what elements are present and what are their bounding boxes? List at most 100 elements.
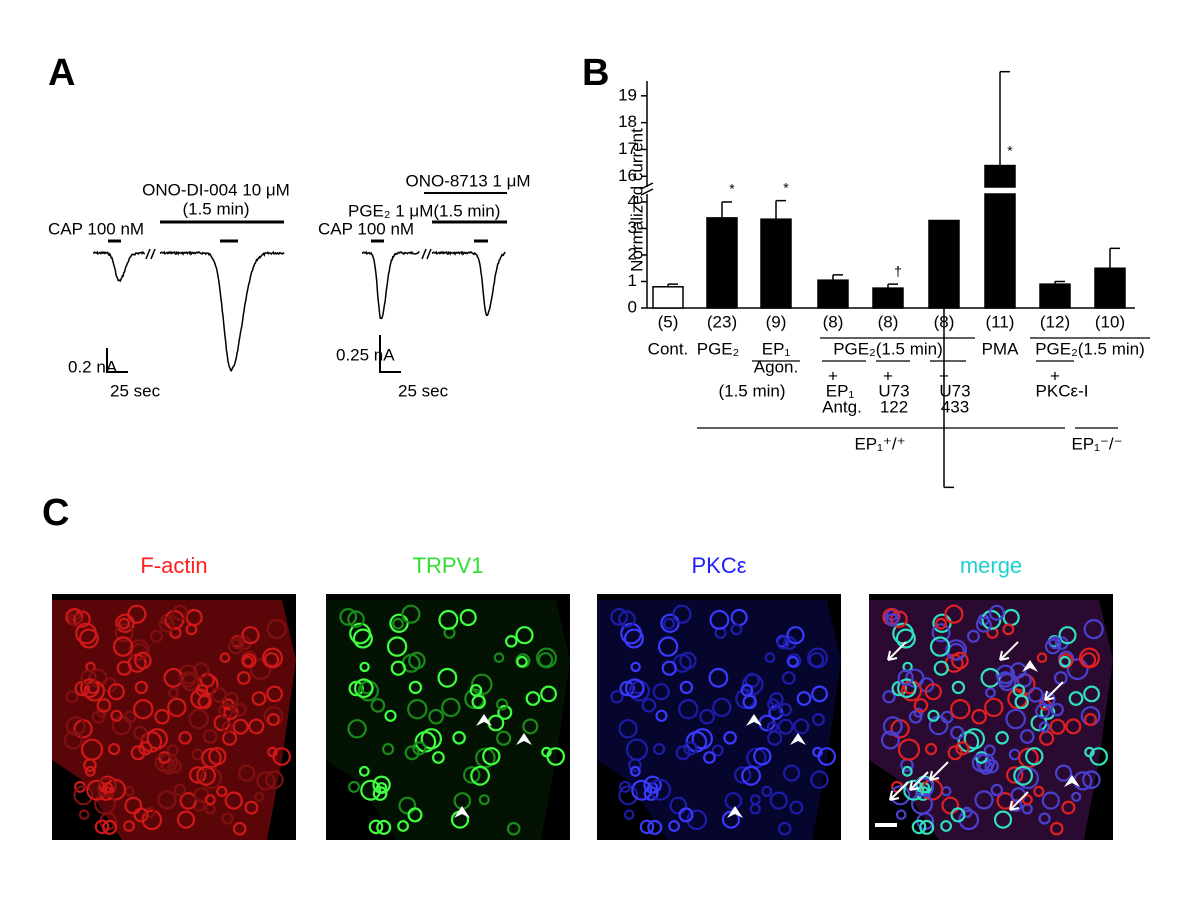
- scale-bars: [106, 335, 401, 373]
- cell: [470, 765, 491, 786]
- x-annotation: U73: [939, 381, 970, 400]
- cell: [703, 751, 716, 764]
- cell: [516, 655, 528, 668]
- cell: [811, 685, 828, 703]
- cell: [537, 652, 554, 668]
- cell: [107, 683, 125, 701]
- axis-break: [640, 188, 654, 196]
- cell: [210, 687, 227, 703]
- cell: [504, 634, 518, 648]
- cell: [115, 613, 135, 634]
- cell: [118, 617, 130, 630]
- cell: [195, 683, 209, 697]
- break-marks: [145, 248, 432, 260]
- cell: [679, 680, 694, 695]
- cell: [216, 785, 228, 798]
- cell: [219, 652, 231, 663]
- cell: [133, 725, 148, 740]
- cell: [236, 671, 251, 685]
- cell: [663, 617, 675, 630]
- x-annotation: PGE₂: [697, 339, 740, 358]
- cell: [932, 613, 952, 634]
- cell: [208, 747, 227, 766]
- cell: [623, 809, 635, 820]
- cell: [708, 667, 729, 688]
- cell: [675, 745, 691, 761]
- x-annotation: (1.5 min): [718, 381, 785, 400]
- cell: [265, 770, 284, 789]
- cell: [1083, 618, 1104, 640]
- cell: [734, 766, 752, 784]
- cell: [624, 678, 645, 698]
- cell: [63, 730, 83, 750]
- cell: [470, 673, 493, 696]
- x-tick-label: (8): [823, 312, 844, 331]
- cell: [352, 628, 373, 649]
- cell: [950, 699, 971, 720]
- y-tick-label: 19: [618, 85, 637, 104]
- cell: [188, 708, 209, 730]
- cell: [691, 728, 714, 750]
- cell: [110, 709, 123, 722]
- x-tick-label: (5): [658, 312, 679, 331]
- cell: [463, 766, 481, 784]
- cell: [679, 651, 697, 670]
- cell: [741, 765, 761, 786]
- cell: [497, 704, 513, 720]
- bar: [706, 217, 738, 309]
- x-annotation: U73: [878, 381, 909, 400]
- x-tick-label: (11): [986, 312, 1015, 331]
- cell: [267, 746, 278, 758]
- cell: [401, 604, 421, 624]
- x-annotation: EP₁⁺/⁺: [854, 434, 905, 453]
- cell: [944, 604, 964, 624]
- cell: [661, 660, 677, 676]
- cell: [983, 744, 996, 757]
- x-annotation: Cont.: [648, 339, 689, 358]
- cell: [647, 819, 663, 835]
- cell: [810, 770, 829, 789]
- cell: [769, 692, 784, 707]
- trace: [431, 250, 506, 316]
- cell: [65, 690, 79, 704]
- current-traces: [92, 250, 506, 372]
- bar: [1094, 267, 1126, 309]
- cell: [221, 721, 233, 733]
- x-annotation: EP₁⁻/⁻: [1071, 434, 1122, 453]
- cell: [655, 709, 668, 722]
- cell: [721, 810, 741, 829]
- cell: [1082, 770, 1101, 789]
- x-annotation: EP₁: [762, 339, 791, 358]
- cell: [75, 622, 97, 645]
- cell: [407, 807, 423, 823]
- cell: [975, 616, 992, 633]
- cell: [204, 794, 216, 806]
- cell: [678, 807, 694, 823]
- cell: [984, 759, 999, 774]
- cell: [144, 806, 156, 819]
- cell: [686, 809, 708, 831]
- cell: [438, 609, 459, 630]
- cell: [359, 661, 370, 673]
- cell: [368, 819, 384, 835]
- y-tick-label: 2: [628, 244, 637, 263]
- cell: [892, 622, 914, 645]
- cell: [935, 617, 947, 630]
- cell: [631, 779, 653, 801]
- cell: [133, 807, 149, 823]
- cell: [974, 790, 994, 810]
- cell: [789, 800, 804, 815]
- cell: [84, 765, 96, 777]
- cell: [933, 660, 949, 676]
- cell: [493, 652, 505, 663]
- cell: [397, 820, 410, 832]
- cell: [1066, 658, 1089, 681]
- x-tick-label: (10): [1095, 312, 1125, 331]
- cell: [882, 716, 903, 736]
- cell: [971, 708, 987, 725]
- cell: [1083, 712, 1097, 726]
- scale-label: 25 sec: [110, 381, 161, 400]
- cell: [652, 742, 666, 756]
- arrowhead: [727, 806, 743, 818]
- cell: [392, 617, 404, 630]
